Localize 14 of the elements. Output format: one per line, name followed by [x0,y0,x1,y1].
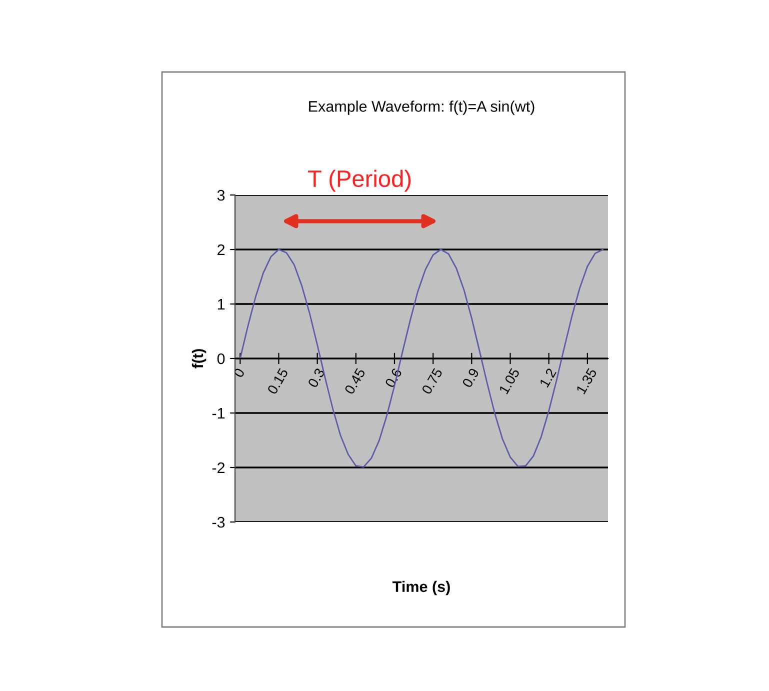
y-tick-label: 3 [217,190,225,201]
x-tick-label: 0.9 [462,368,480,388]
x-tick-label: 0.3 [307,368,326,388]
chart-title: Example Waveform: f(t)=A sin(wt) [309,100,534,115]
y-tick-label: -2 [212,462,225,474]
y-tick-label: 1 [218,299,225,310]
y-tick-label: -1 [212,408,225,419]
y-tick-label: 2 [218,244,225,256]
x-tick-label: 1.2 [539,368,556,388]
y-axis-title: f(t) [192,349,206,368]
text: T (Period) [308,170,411,192]
y-tick-label: 0 [217,353,225,364]
y-tick-label: -3 [212,516,225,528]
x-axis-title: Time (s) [392,580,450,596]
